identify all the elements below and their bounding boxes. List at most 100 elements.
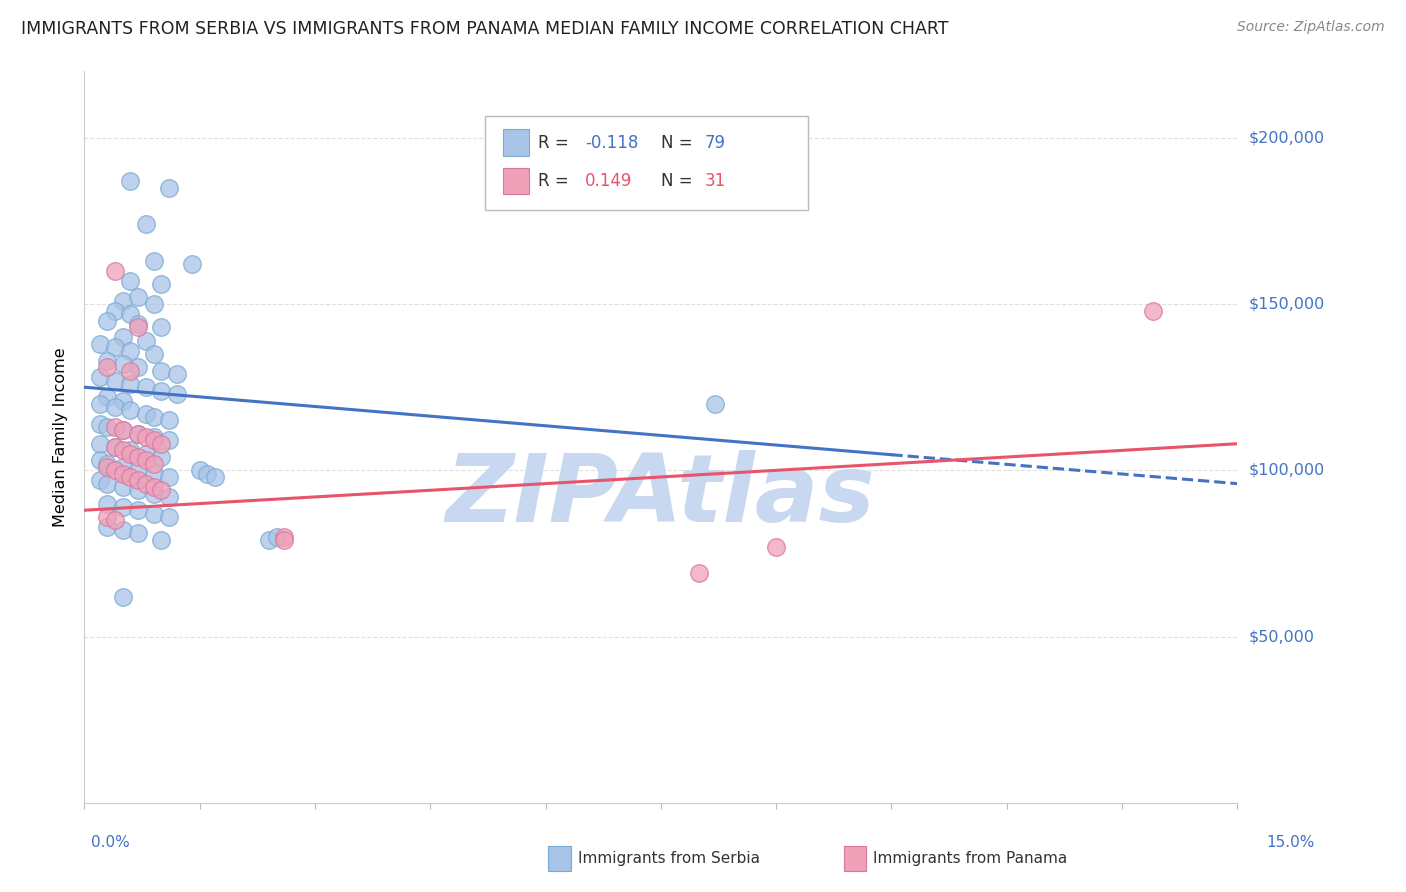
Point <box>127 426 149 441</box>
Point <box>96 460 118 475</box>
Point <box>96 497 118 511</box>
Text: Immigrants from Panama: Immigrants from Panama <box>873 851 1067 865</box>
Point <box>104 420 127 434</box>
Point <box>111 523 134 537</box>
Point <box>157 490 180 504</box>
Point <box>150 320 173 334</box>
Point <box>127 473 149 487</box>
Point <box>188 463 211 477</box>
Point <box>89 453 111 467</box>
Point <box>157 509 180 524</box>
Text: 0.0%: 0.0% <box>91 836 131 850</box>
Point <box>104 374 127 388</box>
Point <box>104 463 127 477</box>
Point <box>96 420 118 434</box>
Point <box>89 397 111 411</box>
Point <box>120 343 142 358</box>
Y-axis label: Median Family Income: Median Family Income <box>53 347 69 527</box>
Point <box>127 426 149 441</box>
Point <box>157 413 180 427</box>
Point <box>181 257 204 271</box>
Point <box>120 443 142 458</box>
Point <box>111 500 134 514</box>
Point <box>104 340 127 354</box>
Point <box>120 470 142 484</box>
Point <box>96 314 118 328</box>
Point <box>204 470 226 484</box>
Point <box>111 357 134 371</box>
Text: $150,000: $150,000 <box>1249 297 1324 311</box>
Text: $50,000: $50,000 <box>1249 629 1315 644</box>
Point <box>120 274 142 288</box>
Point <box>111 480 134 494</box>
Point <box>257 533 280 548</box>
Text: ZIPAtlas: ZIPAtlas <box>446 450 876 541</box>
Text: Immigrants from Serbia: Immigrants from Serbia <box>578 851 759 865</box>
Point <box>111 590 134 604</box>
Point <box>104 400 127 414</box>
Point <box>142 410 165 425</box>
Point <box>111 293 134 308</box>
Point <box>89 370 111 384</box>
Text: R =: R = <box>538 172 575 190</box>
Point <box>150 436 173 450</box>
Text: -0.118: -0.118 <box>585 134 638 152</box>
Point <box>157 470 180 484</box>
Point <box>765 540 787 554</box>
Point <box>120 403 142 417</box>
Point <box>142 480 165 494</box>
Point <box>273 530 295 544</box>
Point <box>266 530 288 544</box>
Text: N =: N = <box>661 134 697 152</box>
Point <box>104 440 127 454</box>
Text: N =: N = <box>661 172 697 190</box>
Point <box>104 440 127 454</box>
Point <box>120 307 142 321</box>
Point <box>150 483 173 498</box>
Point <box>135 447 157 461</box>
Point <box>135 476 157 491</box>
Point <box>96 476 118 491</box>
Point <box>127 503 149 517</box>
Point <box>142 297 165 311</box>
Point <box>127 450 149 464</box>
Point <box>96 457 118 471</box>
Point <box>127 317 149 331</box>
Point <box>127 483 149 498</box>
Point <box>142 347 165 361</box>
Point <box>127 360 149 375</box>
Point <box>127 290 149 304</box>
Point <box>135 217 157 231</box>
Text: Source: ZipAtlas.com: Source: ZipAtlas.com <box>1237 20 1385 34</box>
Point <box>111 443 134 458</box>
Text: 0.149: 0.149 <box>585 172 633 190</box>
Point <box>89 417 111 431</box>
Point <box>120 447 142 461</box>
Point <box>150 450 173 464</box>
Point <box>127 320 149 334</box>
Point <box>1142 303 1164 318</box>
Point <box>135 430 157 444</box>
Point <box>142 253 165 268</box>
Point <box>142 430 165 444</box>
Text: IMMIGRANTS FROM SERBIA VS IMMIGRANTS FROM PANAMA MEDIAN FAMILY INCOME CORRELATIO: IMMIGRANTS FROM SERBIA VS IMMIGRANTS FRO… <box>21 20 949 37</box>
Point <box>111 330 134 344</box>
Point <box>111 424 134 438</box>
Point <box>157 180 180 194</box>
Point <box>150 533 173 548</box>
Point <box>142 507 165 521</box>
Point <box>96 390 118 404</box>
Point <box>89 337 111 351</box>
Point <box>111 460 134 475</box>
Point <box>111 467 134 481</box>
Text: 15.0%: 15.0% <box>1267 836 1315 850</box>
Point <box>135 407 157 421</box>
Point <box>120 376 142 391</box>
Point <box>111 424 134 438</box>
Point <box>142 467 165 481</box>
Point <box>96 353 118 368</box>
Text: 79: 79 <box>704 134 725 152</box>
Point <box>142 457 165 471</box>
Point <box>111 393 134 408</box>
Text: $200,000: $200,000 <box>1249 130 1324 145</box>
